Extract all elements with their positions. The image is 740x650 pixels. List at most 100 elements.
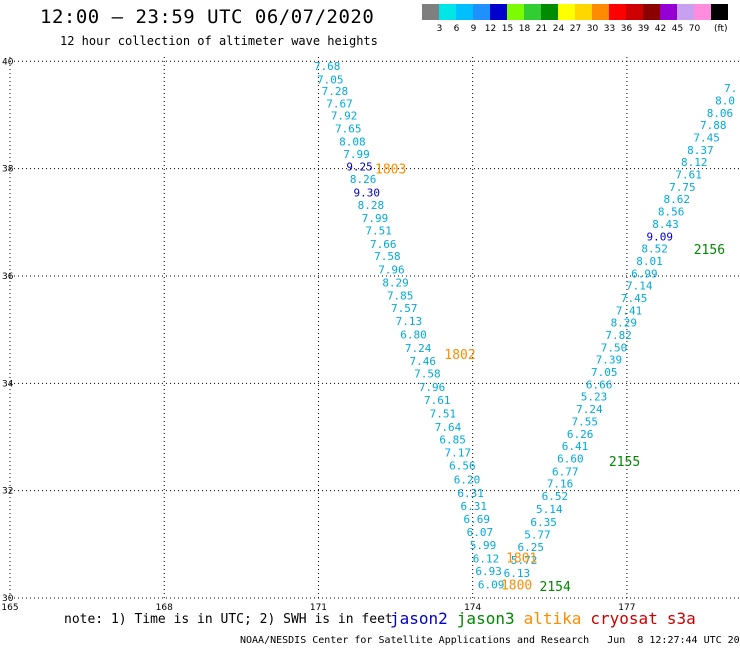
swh-value: 6.20 [454,473,481,486]
swh-value: 6.26 [567,428,594,441]
swh-value: 5.99 [470,539,497,552]
swh-value: 7.68 [314,60,341,73]
swh-value: 7.61 [675,169,702,182]
map-subtitle: 12 hour collection of altimeter wave hei… [60,34,378,48]
lon-tick-label: 171 [310,603,327,613]
legend-label: 6 [453,24,460,34]
swh-value: 8.62 [664,193,691,206]
legend-unit: (ft) [714,24,728,34]
swh-value: 5.23 [581,391,608,404]
swh-value: 5.77 [524,529,551,542]
lat-tick-label: 34 [2,379,14,389]
swh-value: 8.29 [382,276,409,289]
legend-label: 24 [552,24,565,34]
legend-label: 42 [654,24,667,34]
legend-swatch [592,4,609,20]
pass-time-label: 1803 [375,163,406,178]
swh-value: 7.64 [435,421,462,434]
legend-swatch [422,4,439,20]
legend-swatch [490,4,507,20]
swh-value: 7.66 [370,238,397,251]
swh-value: 8.26 [350,173,377,186]
swh-value: 7.61 [424,394,451,407]
swh-value: 6.99 [631,267,658,280]
lat-tick-label: 36 [2,272,14,282]
legend-label: 45 [671,24,684,34]
swh-value: 7.46 [410,355,437,368]
swh-value: 7.99 [362,212,389,225]
legend-swatch [694,4,711,20]
pass-time-label: 2154 [540,580,571,595]
swh-value: 6.69 [464,513,491,526]
satellite-cryosat: cryosat [590,609,658,628]
legend-swatch [626,4,643,20]
swh-value: 6.09 [478,579,505,592]
lon-tick-label: 177 [618,603,635,613]
legend-swatch [507,4,524,20]
swh-value: 7.92 [331,110,358,123]
swh-value: 7.58 [374,250,401,263]
legend-label: 30 [586,24,599,34]
swh-value: 9.30 [354,186,381,199]
legend-swatch [473,4,490,20]
swh-value: 6.60 [557,452,584,465]
legend-swatch [558,4,575,20]
swh-value: 8.06 [707,107,734,120]
swh-value: 7.45 [693,132,720,145]
lon-tick-label: 168 [156,603,173,613]
legend-label: 36 [620,24,633,34]
lat-tick-label: 30 [2,594,14,604]
satellite-altika: altika [523,609,582,628]
swh-value: 7.85 [387,289,414,302]
swh-value: 8.43 [652,218,679,231]
swh-value: 8.12 [681,156,708,169]
legend-label: 18 [518,24,531,34]
swh-value: 7.39 [596,354,623,367]
swh-value: 7. [724,82,737,95]
legend-swatch [677,4,694,20]
legend-swatch [456,4,473,20]
swh-value: 8.29 [611,317,638,330]
legend-label: 3 [436,24,443,34]
legend-swatch [609,4,626,20]
swh-value: 6.41 [562,440,589,453]
swh-value: 7.17 [445,447,472,460]
swh-value: 6.77 [552,465,579,478]
units-note: note: 1) Time is in UTC; 2) SWH is in fe… [64,612,393,627]
swh-value: 8.52 [641,243,668,256]
swh-value: 6.52 [542,490,569,503]
legend-label: 21 [535,24,548,34]
swh-value: 7.55 [571,415,598,428]
swh-value: 9.25 [346,160,373,173]
swh-value: 7.05 [591,366,618,379]
swh-value: 6.66 [586,378,613,391]
legend-swatch [711,4,728,20]
swh-value: 7.50 [601,341,628,354]
swh-value: 7.96 [419,381,446,394]
swh-value: 8.0 [715,94,735,107]
legend-label: 27 [569,24,582,34]
swh-value: 8.37 [687,144,714,157]
swh-value: 7.45 [621,292,648,305]
swh-value: 7.28 [322,85,349,98]
swh-value: 5.72 [511,554,538,567]
swh-value: 7.41 [616,304,643,317]
legend-swatch [660,4,677,20]
pass-time-label: 2155 [609,455,640,470]
legend-label: 39 [637,24,650,34]
legend-swatch [524,4,541,20]
legend-label: 15 [501,24,514,34]
swh-value: 7.82 [605,329,632,342]
legend-swatch [643,4,660,20]
swh-value: 8.01 [636,255,663,268]
swh-value: 6.25 [518,541,545,554]
swh-value: 7.57 [391,302,418,315]
credit-footer: NOAA/NESDIS Center for Satellite Applica… [240,635,740,646]
legend-label: 33 [603,24,616,34]
lat-tick-label: 40 [2,57,14,67]
pass-time-label: 1802 [444,348,475,363]
lon-tick-label: 174 [464,603,481,613]
swh-value: 7.16 [547,478,574,491]
map-title: 12:00 – 23:59 UTC 06/07/2020 [40,6,375,28]
